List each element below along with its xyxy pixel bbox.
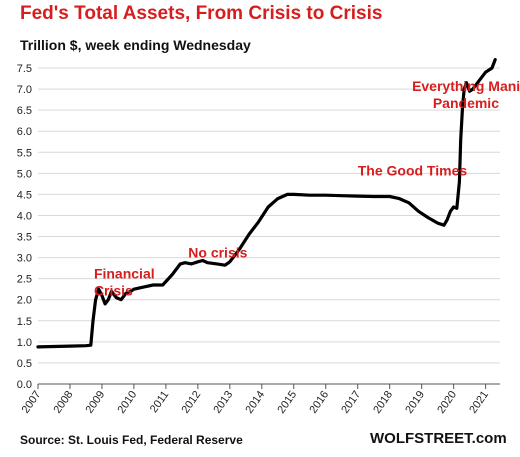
series-line-total-assets bbox=[36, 57, 497, 349]
x-tick-label: 2013 bbox=[211, 389, 235, 416]
y-tick-label: 0.5 bbox=[17, 358, 32, 370]
y-tick-label: 0.0 bbox=[17, 379, 32, 391]
x-tick-label: 2012 bbox=[179, 389, 203, 416]
x-tick-label: 2015 bbox=[275, 389, 299, 416]
x-tick-label: 2008 bbox=[52, 389, 76, 416]
x-tick-label: 2017 bbox=[339, 389, 363, 416]
annotation-label: Everything Mania bbox=[412, 78, 520, 94]
y-tick-label: 2.0 bbox=[17, 295, 32, 307]
y-tick-label: 6.0 bbox=[17, 126, 32, 138]
annotation-label: No crisis bbox=[188, 245, 247, 261]
x-tick-label: 2020 bbox=[435, 389, 459, 416]
y-tick-label: 4.5 bbox=[17, 189, 32, 201]
y-tick-label: 3.5 bbox=[17, 232, 32, 244]
x-tick-label: 2011 bbox=[148, 389, 171, 415]
y-tick-label: 1.5 bbox=[17, 316, 32, 328]
x-tick-label: 2016 bbox=[307, 389, 331, 416]
annotation-label: Financial bbox=[94, 266, 155, 282]
y-tick-label: 2.5 bbox=[17, 274, 32, 286]
x-tick-label: 2019 bbox=[403, 389, 427, 416]
y-tick-label: 7.0 bbox=[17, 84, 32, 96]
chart-subtitle: Trillion $, week ending Wednesday bbox=[20, 37, 251, 53]
chart-title: Fed's Total Assets, From Crisis to Crisi… bbox=[20, 3, 383, 24]
annotation-label: Crisis bbox=[94, 283, 133, 299]
y-tick-label: 1.0 bbox=[17, 337, 32, 349]
x-tick-label: 2009 bbox=[84, 389, 108, 416]
source-note: Source: St. Louis Fed, Federal Reserve bbox=[20, 433, 243, 447]
x-tick-label: 2018 bbox=[371, 389, 395, 416]
y-tick-label: 5.5 bbox=[17, 147, 32, 159]
annotation-label: Pandemic bbox=[433, 95, 499, 111]
y-tick-label: 3.0 bbox=[17, 253, 32, 265]
y-tick-label: 7.5 bbox=[17, 63, 32, 75]
brand-logo-text: WOLFSTREET.com bbox=[370, 430, 507, 447]
x-tick-label: 2014 bbox=[243, 389, 267, 416]
x-tick-label: 2010 bbox=[116, 389, 140, 416]
y-tick-label: 4.0 bbox=[17, 210, 32, 222]
y-tick-label: 5.0 bbox=[17, 168, 32, 180]
annotation-label: The Good Times bbox=[358, 162, 468, 178]
x-tick-label: 2021 bbox=[467, 389, 491, 416]
y-tick-label: 6.5 bbox=[17, 105, 32, 117]
x-tick-label: 2007 bbox=[20, 389, 44, 416]
